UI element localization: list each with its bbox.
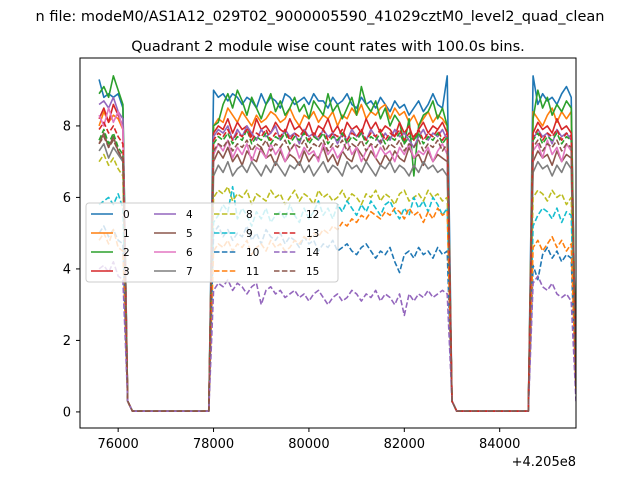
y-tick-label: 0 xyxy=(63,405,71,420)
y-axis: 0 2 4 6 8 xyxy=(63,119,80,420)
y-tick-label: 8 xyxy=(63,119,71,134)
legend-label-3: 3 xyxy=(123,266,130,278)
legend-label-11: 11 xyxy=(246,266,259,278)
x-tick-label: 84000 xyxy=(479,437,520,452)
legend-label-1: 1 xyxy=(123,228,130,240)
y-tick-label: 4 xyxy=(63,262,71,277)
x-axis-offset-label: +4.205e8 xyxy=(512,455,576,470)
legend-label-8: 8 xyxy=(246,209,253,221)
x-tick-label: 80000 xyxy=(288,437,329,452)
legend-label-4: 4 xyxy=(186,209,193,221)
figure-suptitle: n file: modeM0/AS1A12_029T02_9000005590_… xyxy=(36,9,605,25)
legend-label-0: 0 xyxy=(123,209,130,221)
legend-label-7: 7 xyxy=(186,266,193,278)
axes-frame xyxy=(79,57,577,429)
chart-title: Quadrant 2 module wise count rates with … xyxy=(131,39,525,55)
legend-label-5: 5 xyxy=(186,228,193,240)
legend-label-12: 12 xyxy=(306,209,319,221)
legend-label-2: 2 xyxy=(123,247,130,259)
series-line-8 xyxy=(98,153,576,413)
legend-label-13: 13 xyxy=(306,228,319,240)
x-tick-label: 78000 xyxy=(193,437,234,452)
legend-label-15: 15 xyxy=(306,266,319,278)
legend-label-10: 10 xyxy=(246,247,259,259)
legend-label-9: 9 xyxy=(246,228,253,240)
y-tick-label: 2 xyxy=(63,334,71,349)
legend-frame xyxy=(85,202,339,283)
series-line-15 xyxy=(98,135,576,413)
y-tick-label: 6 xyxy=(63,191,71,206)
legend-label-14: 14 xyxy=(306,247,320,259)
x-axis: 76000 78000 80000 82000 84000 xyxy=(97,428,520,452)
legend-label-6: 6 xyxy=(186,247,193,259)
series-line-14 xyxy=(98,260,576,413)
x-tick-label: 76000 xyxy=(97,437,138,452)
plot-series-group xyxy=(98,75,576,413)
x-tick-label: 82000 xyxy=(384,437,425,452)
